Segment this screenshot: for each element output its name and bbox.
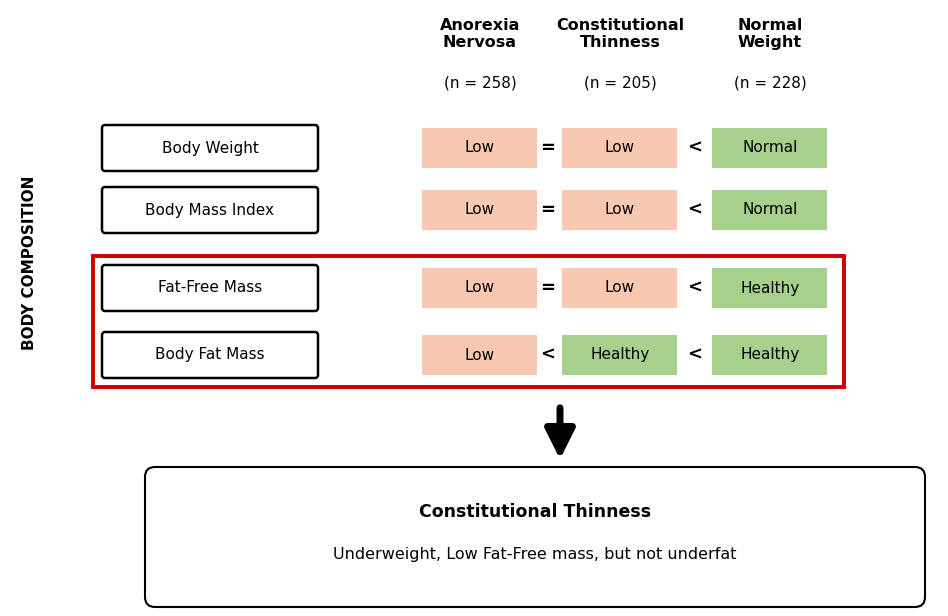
Text: BODY COMPOSITION: BODY COMPOSITION — [23, 176, 38, 350]
Text: Low: Low — [605, 203, 635, 217]
Text: Healthy: Healthy — [591, 347, 649, 362]
Text: (n = 228): (n = 228) — [734, 75, 807, 90]
Text: Underweight, Low Fat-Free mass, but not underfat: Underweight, Low Fat-Free mass, but not … — [334, 548, 737, 562]
Text: =: = — [540, 139, 556, 157]
Bar — [562, 268, 678, 308]
Text: Low: Low — [605, 140, 635, 155]
Bar — [423, 268, 538, 308]
Bar — [562, 190, 678, 230]
Text: (n = 258): (n = 258) — [444, 75, 517, 90]
Bar — [93, 256, 844, 387]
Bar — [423, 335, 538, 375]
Text: Constitutional
Thinness: Constitutional Thinness — [556, 18, 684, 51]
Text: Normal
Weight: Normal Weight — [738, 18, 803, 51]
Text: Constitutional Thinness: Constitutional Thinness — [419, 503, 651, 521]
Text: (n = 205): (n = 205) — [584, 75, 656, 90]
Bar — [423, 128, 538, 168]
Text: =: = — [540, 279, 556, 297]
Text: Healthy: Healthy — [740, 280, 799, 296]
Bar — [713, 190, 828, 230]
Bar — [713, 268, 828, 308]
Bar — [562, 335, 678, 375]
Text: <: < — [687, 279, 702, 297]
Text: Normal: Normal — [742, 203, 797, 217]
Text: Fat-Free Mass: Fat-Free Mass — [158, 280, 263, 296]
Text: <: < — [687, 139, 702, 157]
Text: <: < — [687, 201, 702, 219]
Bar — [713, 128, 828, 168]
FancyBboxPatch shape — [145, 467, 925, 607]
Text: Low: Low — [465, 280, 495, 296]
Text: Body Weight: Body Weight — [161, 140, 259, 155]
Bar — [713, 335, 828, 375]
FancyBboxPatch shape — [102, 332, 318, 378]
Text: <: < — [540, 346, 556, 364]
Text: Low: Low — [465, 140, 495, 155]
FancyBboxPatch shape — [102, 265, 318, 311]
Text: Anorexia
Nervosa: Anorexia Nervosa — [440, 18, 520, 51]
Text: Body Fat Mass: Body Fat Mass — [155, 347, 264, 362]
Text: Low: Low — [465, 347, 495, 362]
FancyBboxPatch shape — [102, 187, 318, 233]
Bar — [423, 190, 538, 230]
FancyBboxPatch shape — [102, 125, 318, 171]
Text: Body Mass Index: Body Mass Index — [145, 203, 275, 217]
Bar — [562, 128, 678, 168]
Text: Low: Low — [465, 203, 495, 217]
Text: =: = — [540, 201, 556, 219]
Text: Low: Low — [605, 280, 635, 296]
Text: Normal: Normal — [742, 140, 797, 155]
Text: Healthy: Healthy — [740, 347, 799, 362]
Text: <: < — [687, 346, 702, 364]
